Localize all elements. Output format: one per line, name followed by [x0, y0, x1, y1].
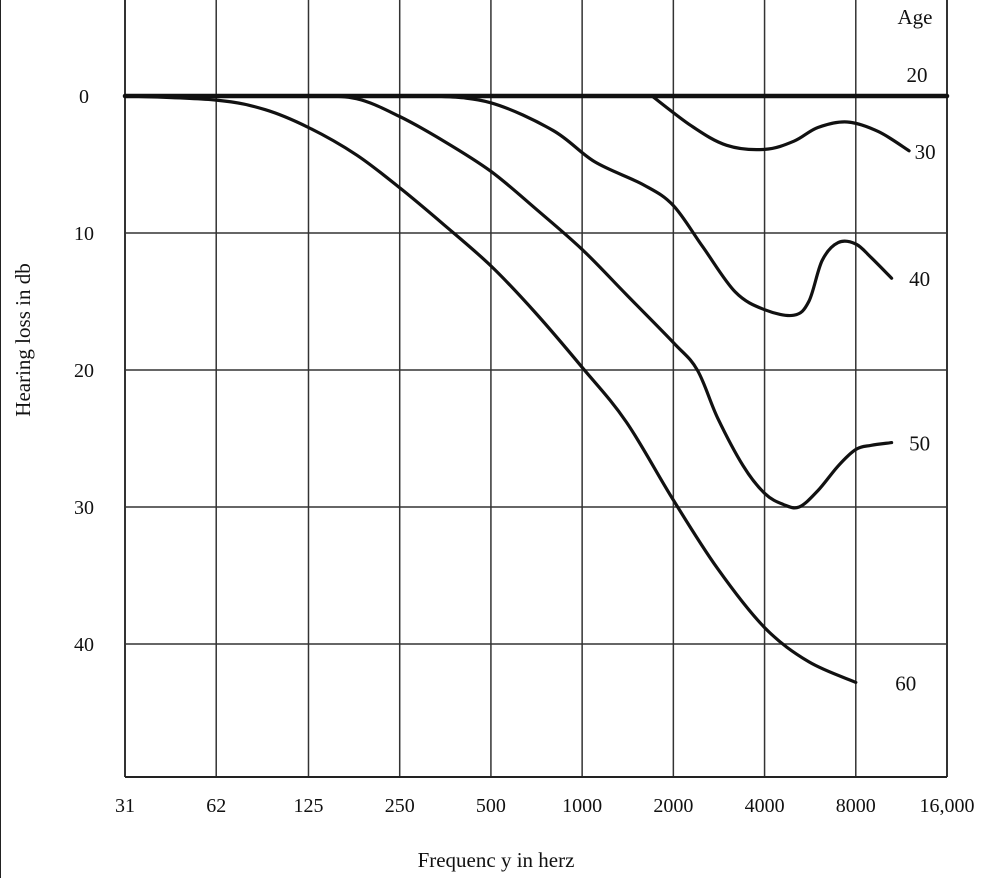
y-tick-label-40: 40 [74, 634, 94, 656]
x-tick-label-16000: 16,000 [920, 795, 975, 817]
x-tick-label-62: 62 [206, 795, 226, 817]
series-label-age-20: 20 [907, 63, 928, 87]
series-line-age-50 [123, 94, 894, 510]
series-label-age-60: 60 [895, 671, 916, 695]
y-tick-label-20: 20 [74, 360, 94, 382]
series-label-age-50: 50 [909, 432, 930, 456]
y-tick-label-10: 10 [74, 223, 94, 245]
series-lines [122, 93, 950, 684]
x-tick-label-250: 250 [385, 795, 415, 817]
x-tick-label-4000: 4000 [745, 795, 785, 817]
left-border [0, 0, 1, 878]
x-tick-label-1000: 1000 [562, 795, 602, 817]
series-label-age-40: 40 [909, 267, 930, 291]
x-tick-label-125: 125 [293, 795, 323, 817]
series-labels: 20 30 40 50 60 [895, 63, 935, 695]
series-label-age-30: 30 [915, 140, 936, 164]
x-tick-label-8000: 8000 [836, 795, 876, 817]
legend-title: Age [898, 5, 933, 29]
y-tick-label-30: 30 [74, 497, 94, 519]
series-line-age-40 [123, 93, 894, 318]
x-tick-label-31: 31 [115, 795, 135, 817]
x-tick-label-500: 500 [476, 795, 506, 817]
tick-labels: 31 62 125 250 500 1000 2000 4000 8000 16,000 0 10 20… [74, 86, 975, 817]
series-line-age-60 [123, 94, 858, 684]
x-tick-label-2000: 2000 [653, 795, 693, 817]
series-line-age-30 [650, 94, 911, 153]
grid [124, 0, 948, 778]
x-axis-label: Frequenc y in herz [418, 848, 575, 872]
y-tick-label-0: 0 [79, 86, 89, 108]
y-axis-label: Hearing loss in db [11, 263, 35, 416]
